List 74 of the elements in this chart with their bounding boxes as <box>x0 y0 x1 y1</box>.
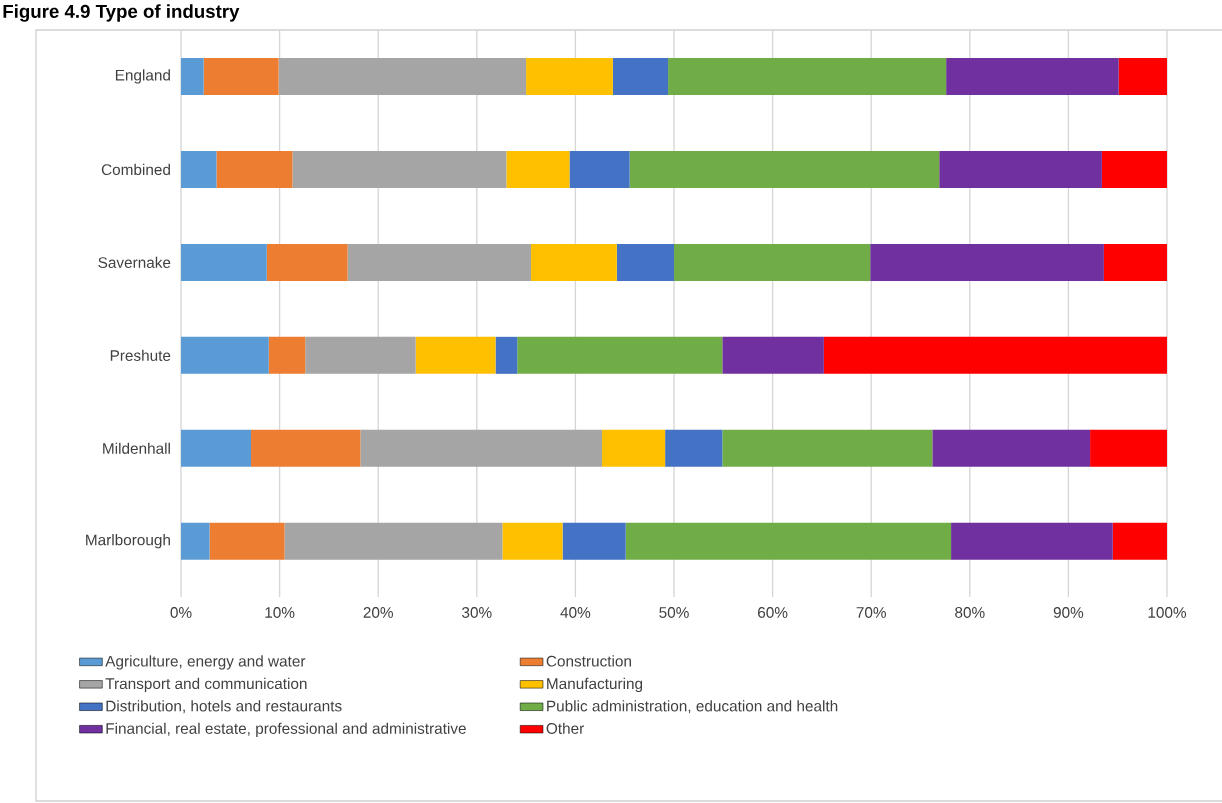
bar <box>292 150 507 188</box>
bar <box>1112 522 1167 560</box>
x-tick-label: 90% <box>1053 607 1084 618</box>
bar <box>495 336 518 374</box>
legend-label: Other <box>546 722 584 734</box>
legend-label: Distribution, hotels and restaurants <box>106 700 342 714</box>
y-tick-label: Combined <box>101 163 170 176</box>
x-tick-label: 20% <box>363 607 393 618</box>
x-tick-label: 30% <box>462 607 492 618</box>
bar <box>1103 243 1167 281</box>
bar <box>216 150 293 188</box>
bar <box>674 243 871 281</box>
legend-label: Financial, real estate, professional and administrative <box>106 722 466 737</box>
x-tick-label: 60% <box>758 607 788 618</box>
bar <box>181 243 267 281</box>
bar <box>181 336 269 374</box>
bar <box>1101 150 1167 188</box>
x-tick-label: 80% <box>955 607 985 618</box>
bar <box>415 336 496 374</box>
bar <box>251 429 361 467</box>
bar <box>305 336 416 374</box>
bar <box>181 429 252 467</box>
bar <box>870 243 1104 281</box>
bar <box>612 57 669 95</box>
x-tick-label: 0% <box>170 607 192 618</box>
bar <box>665 429 723 467</box>
bar <box>266 243 348 281</box>
bar <box>569 150 630 188</box>
bar <box>625 522 952 560</box>
chart-title: Figure 4.9 Type of industry <box>3 4 240 22</box>
y-tick-label: Mildenhall <box>103 442 170 454</box>
bar <box>602 429 666 467</box>
bar <box>1090 429 1167 467</box>
bar <box>284 522 503 560</box>
x-tick-label: 100% <box>1148 607 1187 618</box>
bar <box>562 522 626 560</box>
bar <box>951 522 1113 560</box>
bar <box>181 150 217 188</box>
bar <box>526 57 613 95</box>
bar <box>722 429 933 467</box>
y-tick-label: Savernake <box>98 256 171 268</box>
bar <box>946 57 1119 95</box>
bar <box>629 150 940 188</box>
bar <box>347 243 532 281</box>
bar <box>268 336 306 374</box>
bar <box>668 57 947 95</box>
bar <box>722 336 824 374</box>
bar <box>181 522 210 560</box>
legend-label: Agriculture, energy and water <box>105 655 306 670</box>
bar <box>209 522 285 560</box>
bar <box>506 150 570 188</box>
bar <box>360 429 603 467</box>
x-tick-label: 50% <box>659 607 689 618</box>
bar <box>517 336 723 374</box>
bar <box>278 57 527 95</box>
y-tick-label: Preshute <box>110 349 171 361</box>
bar <box>932 429 1091 467</box>
legend-label: Construction <box>546 655 631 667</box>
bar <box>203 57 279 95</box>
bar <box>823 336 1167 374</box>
legend-label: Transport and communication <box>105 677 307 693</box>
y-tick-label: Marlborough <box>86 534 170 549</box>
bar <box>939 150 1102 188</box>
x-tick-label: 40% <box>560 607 591 618</box>
legend-label: Public administration, education and health <box>547 700 838 714</box>
bar <box>531 243 617 281</box>
legend-label: Manufacturing <box>547 677 643 693</box>
bar <box>181 57 204 95</box>
x-tick-label: 10% <box>265 607 295 618</box>
bar <box>616 243 674 281</box>
y-tick-label: England <box>115 69 170 84</box>
bar <box>1118 57 1167 95</box>
x-tick-label: 70% <box>856 607 886 618</box>
bar <box>502 522 563 560</box>
